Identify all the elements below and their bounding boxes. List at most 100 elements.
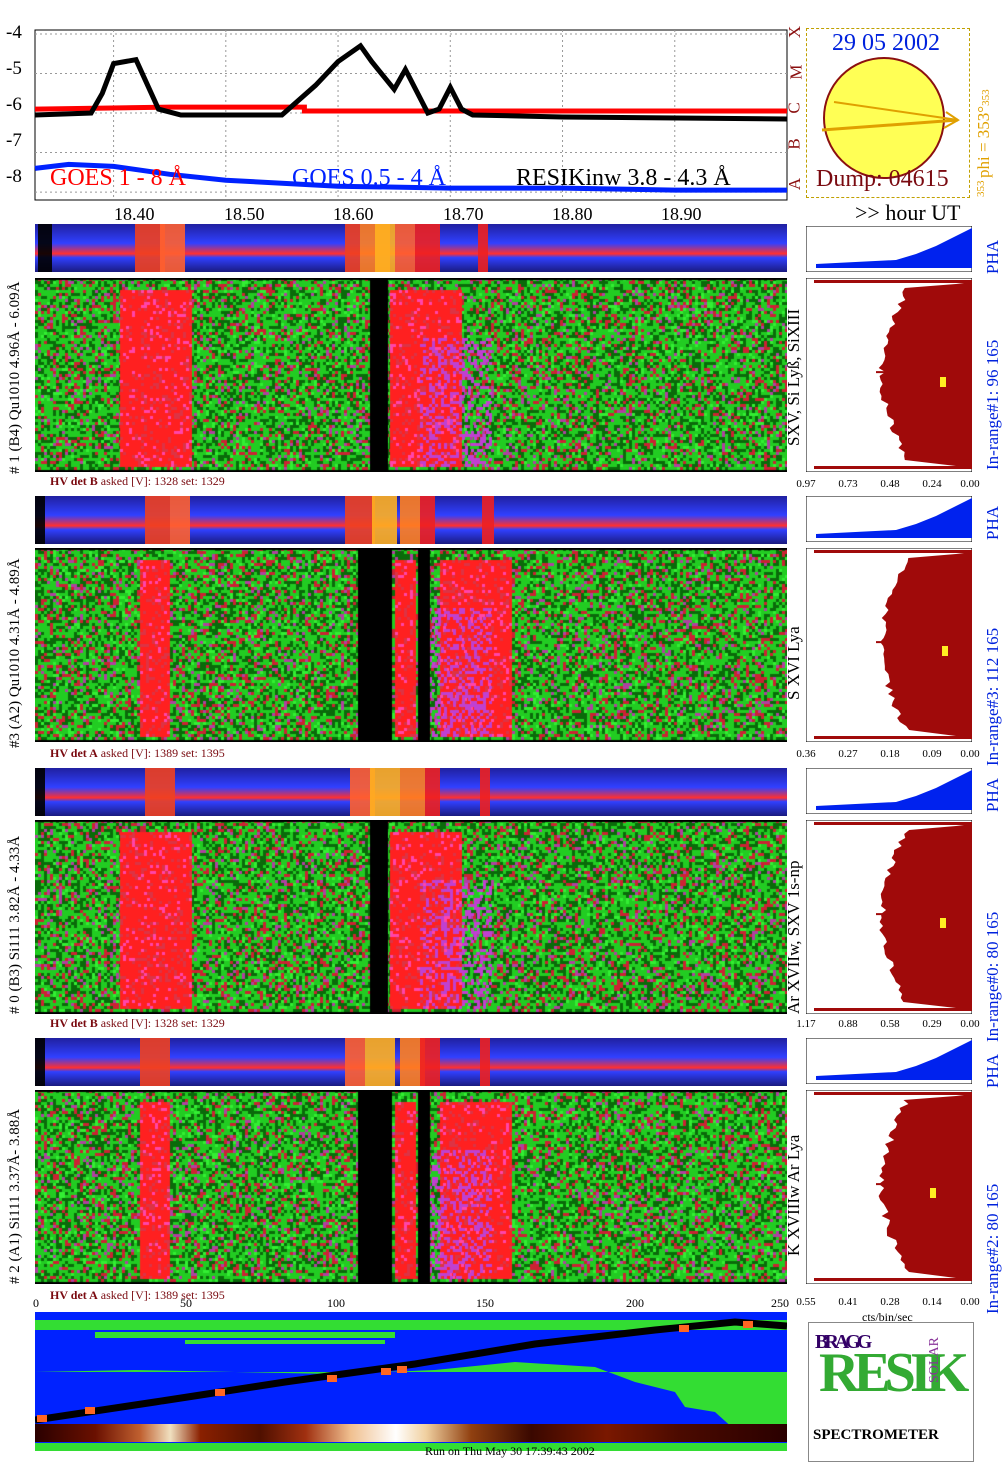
bin-tick: 150 xyxy=(476,1296,494,1310)
channel-2-lines: K XVIIIw Ar Lya xyxy=(784,1134,803,1256)
strip-band xyxy=(365,1038,395,1086)
strip-band xyxy=(345,496,375,544)
bin-tick: 100 xyxy=(327,1296,345,1310)
hour-ut-label: >> hour UT xyxy=(855,200,961,225)
spectrum-profile xyxy=(806,548,972,742)
pha-tick: 0.00 xyxy=(960,1296,980,1308)
strip-band xyxy=(425,768,440,816)
strip-band xyxy=(35,496,45,544)
y-tick: -4 xyxy=(6,22,22,43)
goes-y-ticks: -4 -5 -6 -7 -8 xyxy=(6,22,34,202)
strip-band xyxy=(420,1038,440,1086)
channel-strip xyxy=(35,1038,787,1086)
class-c: C xyxy=(784,102,804,114)
channel-strip xyxy=(35,224,787,272)
pha-tick: 0.73 xyxy=(838,478,858,490)
channel-1-lines: SXV, Si Lyß, SiXIII xyxy=(784,308,803,446)
class-a: A xyxy=(785,177,805,191)
class-m: M xyxy=(786,64,806,80)
units-label: cts/bin/sec xyxy=(862,1310,913,1324)
hv-prefix: HV det B xyxy=(50,474,98,488)
hv-channel-0: HV det B asked [V]: 1328 set: 1329 xyxy=(50,1016,225,1031)
strip-band xyxy=(145,768,175,816)
pha-tick: 0.27 xyxy=(838,748,858,760)
strip-band xyxy=(395,224,415,272)
legend-goes-1-8: GOES 1 - 8 Å xyxy=(50,165,186,191)
strip-band xyxy=(478,224,488,272)
strip-band xyxy=(420,496,435,544)
sun-phi: phi = 353°353 xyxy=(974,89,994,178)
class-b: B xyxy=(784,138,804,150)
pha-histogram xyxy=(806,226,972,272)
pha-tick: 0.48 xyxy=(880,478,900,490)
goes-plot xyxy=(34,29,788,201)
sun-phi-bottom: 353 xyxy=(975,180,987,198)
channel-strip xyxy=(35,496,787,544)
pha-tick: 0.14 xyxy=(922,1296,942,1308)
pha-tick: 0.36 xyxy=(796,748,816,760)
pha-tick: 0.09 xyxy=(922,748,942,760)
logo-resik: RESIK xyxy=(819,1342,969,1404)
sun-panel xyxy=(806,28,970,198)
strip-band xyxy=(140,1038,170,1086)
y-tick: -6 xyxy=(6,94,22,115)
strip-band xyxy=(35,768,45,816)
inrange-0: In-range#0: 80 165 xyxy=(983,911,1002,1042)
pha-tick: 0.00 xyxy=(960,478,980,490)
strip-band xyxy=(480,1038,490,1086)
strip-band xyxy=(38,224,52,272)
logo-solar: SOLAR xyxy=(927,1337,942,1383)
pha-tick: 0.58 xyxy=(880,1018,900,1030)
hv-text: asked [V]: 1389 set: 1395 xyxy=(100,746,225,760)
pha-histogram xyxy=(806,768,972,814)
series-line-2 xyxy=(34,42,788,122)
time-tick: 18.40 xyxy=(114,204,155,224)
bin-tick: 250 xyxy=(771,1296,789,1310)
pha-tick: 0.41 xyxy=(838,1296,858,1308)
spectrum-profile xyxy=(806,278,972,472)
sun-phi-text: phi = 353° xyxy=(974,105,993,178)
strip-band xyxy=(372,496,397,544)
pha-tick: 0.18 xyxy=(880,748,900,760)
y-tick: -8 xyxy=(6,166,22,187)
channel-3-label: #3 (A2) Qu1010 4.31Å - 4.89Å xyxy=(7,558,23,748)
pha-label-1: PHA xyxy=(983,239,1002,274)
time-tick: 18.50 xyxy=(224,204,265,224)
hv-prefix: HV det A xyxy=(50,746,98,760)
legend-resik: RESIKinw 3.8 - 4.3 Å xyxy=(516,165,731,191)
strip-band xyxy=(345,1038,365,1086)
legend-goes-05-4: GOES 0.5 - 4 Å xyxy=(292,165,446,191)
bin-tick: 0 xyxy=(33,1296,39,1310)
strip-band xyxy=(480,768,490,816)
sun-disk xyxy=(821,57,960,179)
channel-0-lines: Ar XVIIw, SXV 1s-np xyxy=(784,860,803,1014)
strip-band xyxy=(400,768,425,816)
y-tick: -7 xyxy=(6,130,22,151)
bin-tick: 200 xyxy=(626,1296,644,1310)
channel-1-label: # 1 (B4) Qu1010 4.96Å - 6.09Å xyxy=(7,281,23,475)
strip-band xyxy=(370,768,400,816)
hv-prefix: HV det B xyxy=(50,1016,98,1030)
logo-bragg: BRAGG xyxy=(815,1331,872,1353)
hv-text: asked [V]: 1328 set: 1329 xyxy=(100,474,225,488)
channel-0-label: # 0 (B3) Si111 3.82Å - 4.33Å xyxy=(7,835,23,1014)
orbit-map xyxy=(35,1312,787,1468)
hv-channel-1: HV det B asked [V]: 1328 set: 1329 xyxy=(50,474,225,489)
pha-histogram xyxy=(806,496,972,542)
sun-date: 29 05 2002 xyxy=(832,30,940,56)
pha-tick: 0.28 xyxy=(880,1296,900,1308)
goes-series xyxy=(34,42,788,193)
time-tick: 18.60 xyxy=(333,204,374,224)
channel-spectrogram xyxy=(35,1090,787,1284)
pha-tick: 0.88 xyxy=(838,1018,858,1030)
channel-spectrogram xyxy=(35,820,787,1014)
bin-tick: 50 xyxy=(180,1296,192,1310)
channel-3-lines: S XVI Lya xyxy=(784,626,803,700)
strip-band xyxy=(400,496,420,544)
time-colorbar xyxy=(35,1424,787,1442)
y-tick: -5 xyxy=(6,58,22,79)
strip-band xyxy=(170,496,190,544)
spectrum-profile xyxy=(806,820,972,1014)
strip-band xyxy=(145,496,170,544)
class-x: X xyxy=(785,25,805,39)
